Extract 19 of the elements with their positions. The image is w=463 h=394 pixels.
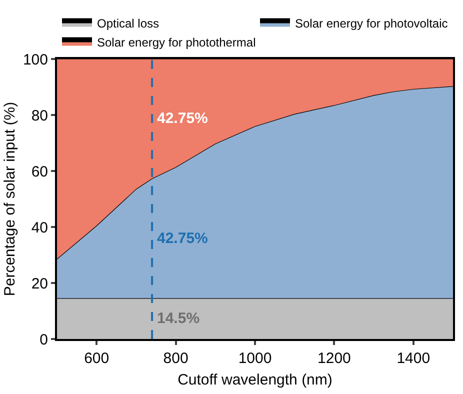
legend-label: Solar energy for photothermal bbox=[97, 35, 256, 50]
x-tick-label: 1400 bbox=[396, 350, 430, 367]
y-tick-label: 20 bbox=[31, 275, 48, 292]
x-tick-label: 1200 bbox=[318, 350, 351, 367]
annotation: 14.5% bbox=[157, 310, 200, 327]
y-tick-label: 60 bbox=[31, 163, 48, 180]
legend-label: Optical loss bbox=[97, 16, 160, 30]
y-tick-label: 80 bbox=[31, 107, 48, 124]
x-tick-label: 1000 bbox=[238, 350, 272, 367]
y-tick-label: 40 bbox=[31, 219, 48, 236]
annotation: 42.75% bbox=[157, 110, 208, 127]
x-tick-label: 600 bbox=[84, 350, 110, 367]
y-tick-label: 0 bbox=[40, 331, 48, 348]
y-axis-title: Percentage of solar input (%) bbox=[2, 102, 19, 296]
x-tick-label: 800 bbox=[163, 350, 188, 367]
annotation: 42.75% bbox=[157, 230, 208, 247]
x-axis-title: Cutoff wavelength (nm) bbox=[178, 372, 332, 388]
y-tick-label: 100 bbox=[22, 51, 48, 68]
legend-label: Solar energy for photovoltaic bbox=[295, 16, 448, 30]
